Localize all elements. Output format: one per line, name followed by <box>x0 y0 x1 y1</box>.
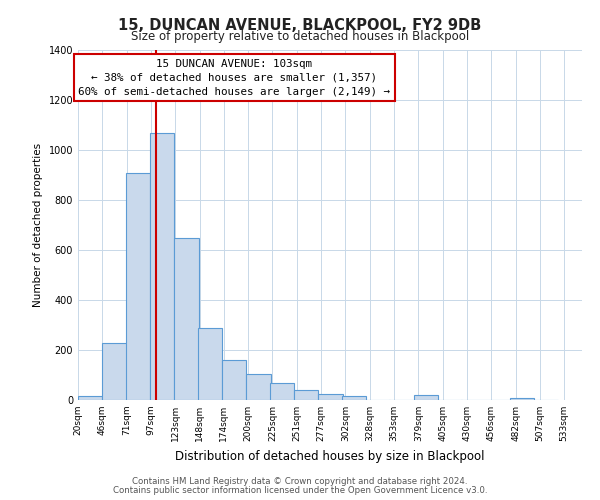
Text: 15 DUNCAN AVENUE: 103sqm
← 38% of detached houses are smaller (1,357)
60% of sem: 15 DUNCAN AVENUE: 103sqm ← 38% of detach… <box>78 59 390 97</box>
Bar <box>175 238 199 400</box>
Bar <box>78 396 103 400</box>
Bar <box>197 328 222 400</box>
Bar <box>247 374 271 400</box>
Text: Contains HM Land Registry data © Crown copyright and database right 2024.: Contains HM Land Registry data © Crown c… <box>132 477 468 486</box>
Y-axis label: Number of detached properties: Number of detached properties <box>33 143 43 307</box>
Bar <box>125 172 150 400</box>
Bar <box>319 394 343 400</box>
Bar <box>269 382 294 400</box>
Bar <box>510 398 535 400</box>
Bar <box>150 132 175 400</box>
Bar <box>341 396 366 400</box>
Text: 15, DUNCAN AVENUE, BLACKPOOL, FY2 9DB: 15, DUNCAN AVENUE, BLACKPOOL, FY2 9DB <box>118 18 482 32</box>
X-axis label: Distribution of detached houses by size in Blackpool: Distribution of detached houses by size … <box>175 450 485 462</box>
Text: Contains public sector information licensed under the Open Government Licence v3: Contains public sector information licen… <box>113 486 487 495</box>
Bar <box>294 390 319 400</box>
Bar <box>103 342 127 400</box>
Bar <box>222 360 247 400</box>
Text: Size of property relative to detached houses in Blackpool: Size of property relative to detached ho… <box>131 30 469 43</box>
Bar <box>413 395 438 400</box>
